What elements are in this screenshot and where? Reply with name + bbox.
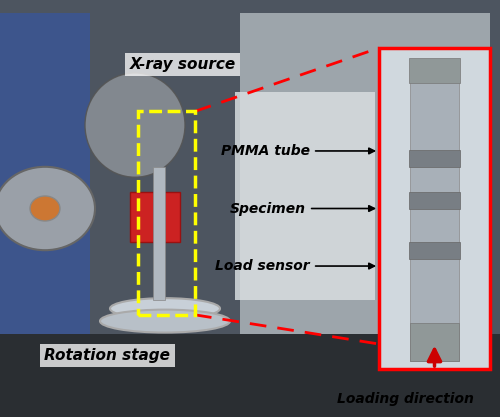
Bar [379, 48, 490, 369]
Text: Loading direction: Loading direction [336, 392, 473, 407]
Bar [409, 192, 460, 208]
Ellipse shape [100, 309, 230, 333]
Bar [152, 167, 165, 300]
Ellipse shape [110, 298, 220, 319]
Bar [0, 334, 500, 417]
Bar [130, 192, 180, 242]
Bar [409, 242, 460, 259]
Text: Rotation stage: Rotation stage [44, 348, 170, 363]
Circle shape [0, 167, 95, 250]
Bar [409, 58, 460, 83]
Text: PMMA tube: PMMA tube [221, 144, 374, 158]
Bar [235, 92, 375, 300]
Ellipse shape [85, 73, 185, 177]
Bar [379, 48, 490, 369]
Text: Specimen: Specimen [230, 201, 374, 216]
Bar [0, 13, 90, 396]
Bar [409, 150, 460, 167]
Bar [240, 13, 490, 396]
Text: X-ray source: X-ray source [130, 57, 236, 72]
Text: Load sensor: Load sensor [216, 259, 374, 273]
Bar [138, 111, 195, 315]
Circle shape [30, 196, 60, 221]
Bar [410, 323, 459, 361]
Bar [410, 60, 459, 361]
